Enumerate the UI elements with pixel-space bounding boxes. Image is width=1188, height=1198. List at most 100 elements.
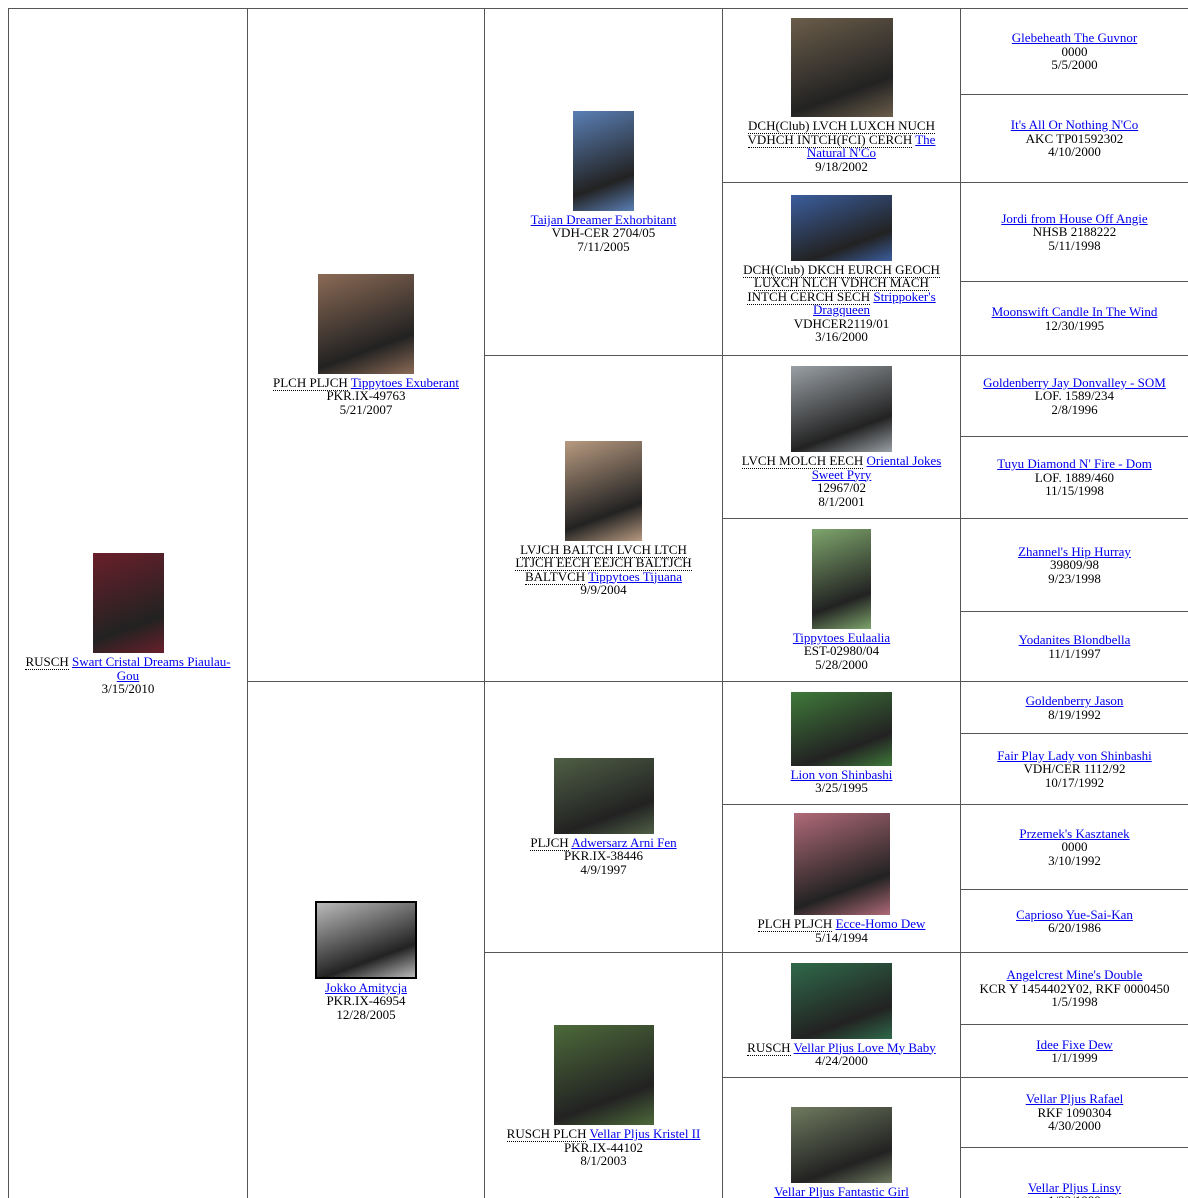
dog-link[interactable]: It's All Or Nothing N'Co [1010,117,1139,133]
dog-link[interactable]: Idee Fixe Dew [1036,1036,1113,1052]
pedigree-cell: Vellar Pljus Linsy1/22/1999 [960,1147,1188,1198]
dog-reg: PKR.IX-49763 [326,388,406,404]
dog-date: 8/1/2001 [818,493,865,509]
dog-titles: DCH(Club) DKCH EURCH GEOCH LUXCH NLCH VD… [743,261,940,305]
dog-date: 3/15/2010 [101,681,155,697]
dog-link[interactable]: Fair Play Lady von Shinbashi [997,747,1152,763]
dog-link[interactable]: Vellar Pljus Rafael [1025,1091,1124,1107]
dog-link[interactable]: Jokko Amitycja [325,979,407,995]
dog-reg: KCR Y 1454402Y02, RKF 0000450 [979,980,1170,996]
dog-link[interactable]: Yodanites Blondbella [1018,632,1131,647]
pedigree-cell: PLJCH Adwersarz Arni Fen PKR.IX-38446 4/9/… [484,681,723,953]
dog-reg: 0000 [1061,43,1088,59]
dog-name-line: Przemek's Kasztanek [1019,827,1129,841]
dog-link[interactable]: Taijan Dreamer Exhorbitant [530,211,677,227]
dog-link[interactable]: Vellar Pljus Fantastic Girl [774,1183,909,1198]
dog-link[interactable]: Ecce-Homo Dew [835,916,926,931]
dog-date: 9/23/1998 [1048,570,1101,586]
dog-date: 5/21/2007 [339,401,393,417]
dog-date: 12/28/2005 [336,1006,396,1022]
dog-name-line: Idee Fixe Dew [1036,1036,1113,1052]
dog-reg: LOF. 1889/460 [1034,469,1115,485]
pedigree-cell: Goldenberry Jason 8/19/1992 [960,681,1188,734]
dog-name-line: Goldenberry Jay Donvalley - SOM [983,376,1166,390]
dog-link[interactable]: Glebeheath The Guvnor [1011,30,1138,46]
dog-photo [318,273,414,374]
dog-date: 1/1/1999 [1051,1050,1098,1065]
pedigree-cell: Idee Fixe Dew 1/1/1999 [960,1024,1188,1078]
pedigree-cell: Przemek's Kasztanek 0000 3/10/1992 [960,804,1188,890]
dog-link[interactable]: Zhannel's Hip Hurray [1018,543,1131,559]
dog-link[interactable]: Caprioso Yue-Sai-Kan [1016,906,1133,922]
dog-link[interactable]: Lion von Shinbashi [790,766,893,782]
dog-date: 5/14/1994 [815,929,868,945]
dog-photo [565,440,642,541]
dog-name-line: LVJCH BALTCH LVCH LTCH LTJCH EECH EEJCH … [501,541,706,585]
dog-link[interactable]: The Natural N'Co [806,131,936,160]
pedigree-cell: Zhannel's Hip Hurray 39809/98 9/23/1998 [960,518,1188,612]
dog-link[interactable]: Angelcrest Mine's Double [1006,967,1143,983]
dog-link[interactable]: Vellar Pljus Linsy [1027,1179,1122,1195]
pedigree-cell: Vellar Pljus Fantastic Girl8/27/2002 [722,1077,961,1198]
dog-date: 10/17/1992 [1044,774,1105,790]
dog-link[interactable]: Goldenberry Jason [1025,693,1124,708]
dog-name-line: PLJCH Adwersarz Arni Fen [530,834,677,851]
pedigree-cell: RUSCH Vellar Pljus Love My Baby 4/24/2000 [722,952,961,1078]
dog-link[interactable]: Vellar Pljus Love My Baby [793,1039,936,1055]
dog-link[interactable]: Strippoker's Dragqueen [812,288,936,317]
dog-link[interactable]: Przemek's Kasztanek [1019,825,1130,841]
dog-reg: VDH-CER 2704/05 [551,225,656,241]
dog-date: 1/22/1999 [1048,1194,1101,1198]
dog-photo [791,691,892,766]
dog-name-line: RUSCH Swart Cristal Dreams Piaulau-Gou [25,654,231,683]
dog-name-line: DCH(Club) LVCH LUXCH NUCH VDHCH INTCH(FC… [739,118,944,160]
dog-link[interactable]: Tippytoes Tijuana [588,568,683,584]
dog-date: 9/9/2004 [580,582,627,597]
dog-link[interactable]: Tuyu Diamond N' Fire - Dom [997,456,1152,472]
dog-date: 8/19/1992 [1048,706,1101,722]
dog-photo [791,1106,892,1183]
dog-reg: PKR.IX-44102 [563,1139,644,1155]
dog-photo [791,962,892,1039]
dog-reg: NHSB 2188222 [1032,224,1117,240]
dog-date: 5/5/2000 [1051,57,1098,73]
dog-name-line: Taijan Dreamer Exhorbitant [531,213,677,227]
pedigree-cell: Caprioso Yue-Sai-Kan 6/20/1986 [960,889,1188,953]
dog-date: 8/1/2003 [580,1153,627,1169]
dog-date: 5/11/1998 [1048,237,1101,253]
dog-link[interactable]: Goldenberry Jay Donvalley - SOM [983,374,1166,390]
pedigree-cell: Yodanites Blondbella 11/1/1997 [960,611,1188,682]
dog-date: 4/24/2000 [815,1053,868,1068]
dog-name-line: Lion von Shinbashi [790,766,893,782]
pedigree-cell: Glebeheath The Guvnor 0000 5/5/2000 [960,8,1188,95]
dog-name-line: Vellar Pljus Rafael [1026,1092,1123,1106]
dog-name-line: PLCH PLJCH Ecce-Homo Dew [757,916,926,932]
dog-link[interactable]: Swart Cristal Dreams Piaulau-Gou [72,654,231,683]
dog-titles: LVJCH BALTCH LVCH LTCH LTJCH EECH EEJCH … [515,541,692,585]
dog-date: 12/30/1995 [1044,317,1105,333]
pedigree-cell: Jordi from House Off Angie NHSB 2188222 5/… [960,182,1188,282]
dog-reg: 39809/98 [1049,557,1100,573]
dog-date: 6/20/1986 [1048,920,1101,935]
dog-link[interactable]: Tippytoes Exuberant [350,374,459,390]
dog-date: 1/5/1998 [1051,994,1098,1010]
dog-titles: DCH(Club) LVCH LUXCH NUCH VDHCH INTCH(FC… [747,118,935,148]
dog-date: 11/1/1997 [1048,645,1101,661]
dog-link[interactable]: Adwersarz Arni Fen [571,834,677,850]
pedigree-cell: RUSCH Swart Cristal Dreams Piaulau-Gou 3/… [8,8,248,1198]
dog-link[interactable]: Oriental Jokes Sweet Pyry [811,453,942,482]
dog-link[interactable]: Jordi from House Off Angie [1001,210,1148,226]
dog-reg: PKR.IX-46954 [326,993,406,1009]
dog-link[interactable]: Moonswift Candle In The Wind [991,304,1158,319]
dog-link[interactable]: Vellar Pljus Kristel II [589,1126,701,1142]
dog-date: 3/10/1992 [1048,852,1101,868]
dog-link[interactable]: Tippytoes Eulaalia [792,629,891,645]
dog-titles: RUSCH [25,654,69,671]
dog-name-line: Caprioso Yue-Sai-Kan [1016,906,1133,922]
dog-name-line: LVCH MOLCH EECH Oriental Jokes Sweet Pyr… [739,453,944,482]
pedigree-cell: Angelcrest Mine's Double KCR Y 1454402Y02… [960,952,1188,1025]
dog-reg: 0000 [1061,839,1088,855]
pedigree-cell: RUSCH PLCH Vellar Pljus Kristel II PKR.IX… [484,952,723,1198]
dog-date: 11/15/1998 [1045,483,1104,499]
dog-photo [92,553,164,654]
